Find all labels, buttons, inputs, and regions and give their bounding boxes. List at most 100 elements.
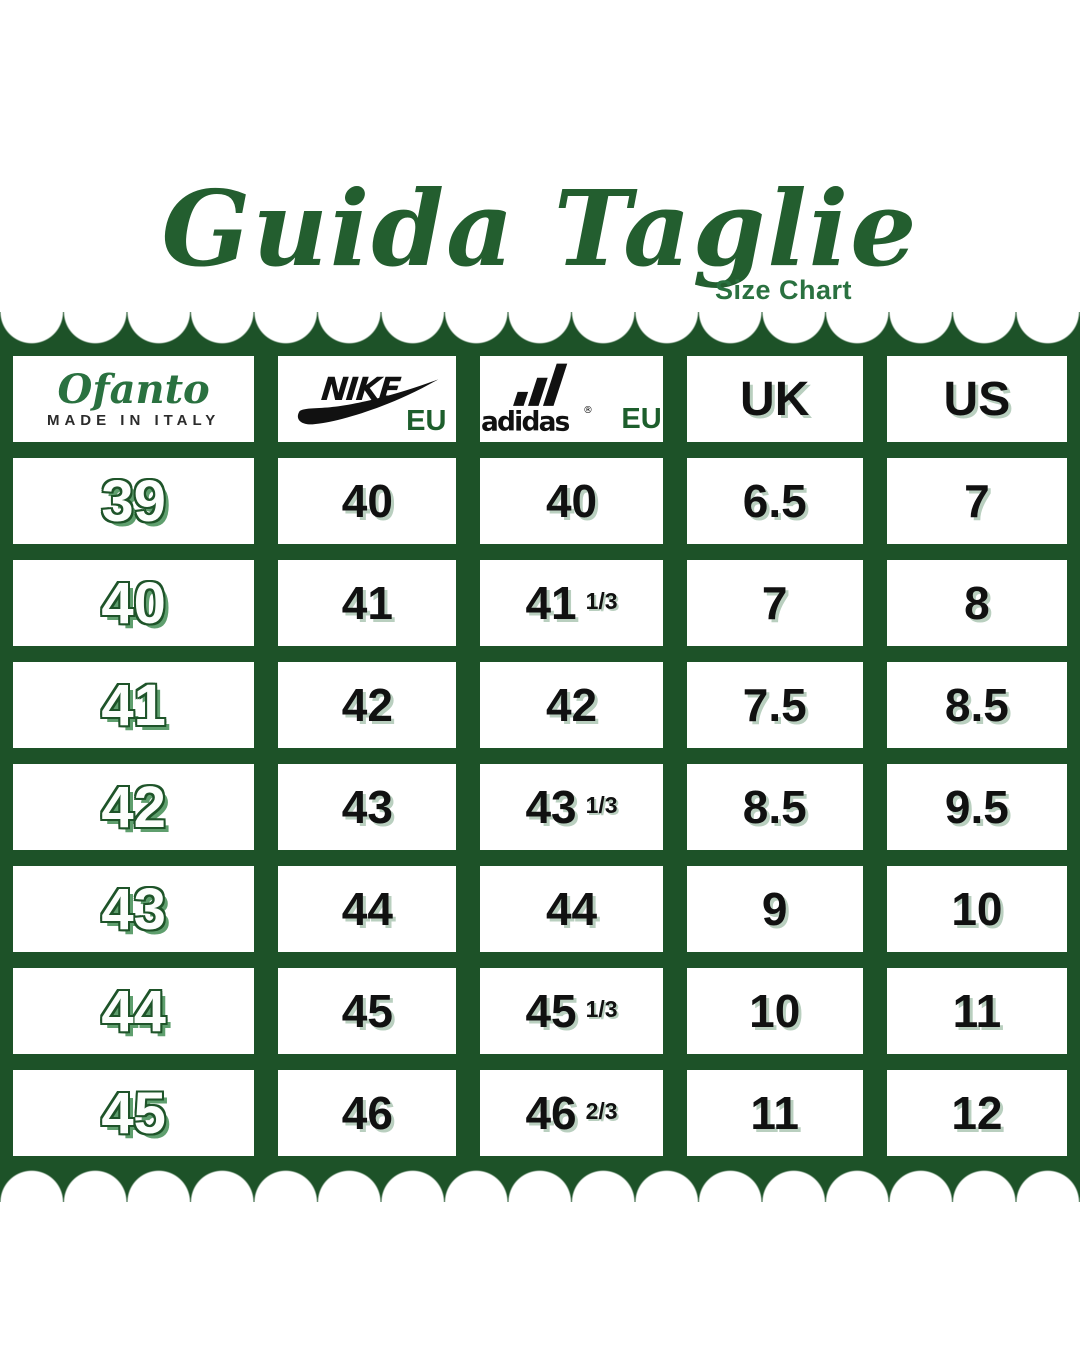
ofanto-size-cell: 42 [13,764,255,850]
adidas-size-value: 43 [525,781,577,833]
adidas-size-fraction: 2/3 [585,1097,618,1124]
size-table-band: Ofanto MADE IN ITALY NIKE EU [0,312,1080,1202]
ofanto-size-cell: 43 [13,866,255,952]
adidas-size-cell: 43 1/3 [480,764,663,850]
uk-size-cell: 9 [686,866,863,952]
ofanto-size-cell: 44 [13,968,255,1054]
uk-size-cell: 10 [686,968,863,1054]
table-row: 45 46 46 2/3 11 12 [13,1070,1067,1156]
ofanto-size-cell: 40 [13,560,255,646]
table-row: 44 45 45 1/3 10 11 [13,968,1067,1054]
adidas-size-fraction: 1/3 [585,791,618,818]
ofanto-size-value: 43 [101,876,166,942]
nike-size-value: 43 [341,781,393,833]
ofanto-size-value: 42 [101,774,166,840]
adidas-size-cell: 46 2/3 [480,1070,663,1156]
adidas-size-value: 42 [545,679,598,731]
nike-size-cell: 46 [278,1070,457,1156]
adidas-size-cell: 40 [480,458,663,544]
page-subtitle: Size Chart [714,275,852,305]
us-size-value: 10 [951,883,1003,935]
uk-header-label: UK [740,372,810,426]
ofanto-size-value: 44 [101,978,166,1044]
ofanto-size-value: 39 [101,468,166,534]
nike-size-cell: 41 [278,560,457,646]
nike-size-cell: 42 [278,662,457,748]
nike-size-value: 41 [341,577,393,629]
adidas-size-fraction: 1/3 [585,995,618,1022]
table-row: 42 43 43 1/3 8.5 9.5 [13,764,1067,850]
uk-size-value: 11 [750,1087,800,1139]
svg-text:®: ® [583,405,593,416]
nike-size-value: 44 [341,883,393,935]
nike-logo: NIKE [298,370,439,425]
uk-size-cell: 11 [686,1070,863,1156]
us-size-cell: 11 [886,968,1067,1054]
table-header-row: Ofanto MADE IN ITALY NIKE EU [13,356,1067,442]
us-size-cell: 8 [886,560,1067,646]
header-cell-adidas: adidas ® EU [480,356,663,442]
header-cell-us: US [886,356,1067,442]
table-row: 43 44 44 9 10 [13,866,1067,952]
ofanto-size-cell: 41 [13,662,255,748]
adidas-size-cell: 45 1/3 [480,968,663,1054]
table-row: 41 42 42 7.5 8.5 [13,662,1067,748]
ofanto-size-value: 41 [101,672,166,738]
header-cell-nike: NIKE EU [278,356,457,442]
scallop-bottom-edge [0,1162,1080,1202]
page-title: Guida Taglie [161,167,919,290]
scallop-top-edge [0,312,1080,352]
header-cell-ofanto: Ofanto MADE IN ITALY [13,356,255,442]
uk-size-value: 10 [749,985,801,1037]
ofanto-tagline: MADE IN ITALY [46,411,221,429]
adidas-size-cell: 44 [480,866,663,952]
us-size-value: 8 [964,577,990,629]
nike-size-cell: 44 [278,866,457,952]
adidas-size-value: 45 [525,985,577,1037]
us-size-cell: 8.5 [886,662,1067,748]
us-size-value: 11 [952,985,1002,1037]
us-size-cell: 10 [886,866,1067,952]
nike-size-cell: 40 [278,458,457,544]
adidas-size-cell: 42 [480,662,663,748]
adidas-size-fraction: 1/3 [585,587,618,614]
us-header-label: US [943,372,1011,426]
nike-eu-label: EU [406,405,447,437]
uk-size-cell: 7 [686,560,863,646]
nike-size-value: 42 [341,679,393,731]
svg-text:adidas: adidas [481,407,570,436]
us-size-value: 9.5 [944,781,1009,833]
adidas-eu-label: EU [621,403,662,435]
uk-size-cell: 8.5 [686,764,863,850]
adidas-size-cell: 41 1/3 [480,560,663,646]
table-row: 39 40 40 6.5 7 [13,458,1067,544]
us-size-cell: 7 [886,458,1067,544]
ofanto-size-cell: 39 [13,458,255,544]
nike-size-value: 45 [341,985,393,1037]
uk-size-value: 9 [761,883,788,935]
table-row: 40 41 41 1/3 7 8 [13,560,1067,646]
us-size-value: 7 [964,475,990,527]
us-size-value: 12 [951,1087,1003,1139]
us-size-cell: 12 [886,1070,1067,1156]
nike-size-cell: 45 [278,968,457,1054]
ofanto-size-value: 45 [101,1080,166,1146]
nike-size-cell: 43 [278,764,457,850]
uk-size-value: 8.5 [742,781,807,833]
adidas-size-value: 46 [525,1087,577,1139]
ofanto-size-value: 40 [101,570,166,636]
uk-size-value: 7 [761,577,788,629]
uk-size-value: 7.5 [742,679,807,731]
adidas-size-value: 40 [545,475,598,527]
adidas-size-value: 44 [545,883,598,935]
uk-size-cell: 6.5 [686,458,863,544]
header-cell-uk: UK [686,356,863,442]
ofanto-size-cell: 45 [13,1070,255,1156]
table-rows-container: 39 40 40 6.5 7 40 41 41 1/3 7 8 [13,458,1067,1156]
us-size-value: 8.5 [944,679,1009,731]
ofanto-logo: Ofanto [57,365,210,413]
nike-size-value: 40 [341,475,393,527]
adidas-size-value: 41 [525,577,577,629]
nike-size-value: 46 [341,1087,393,1139]
